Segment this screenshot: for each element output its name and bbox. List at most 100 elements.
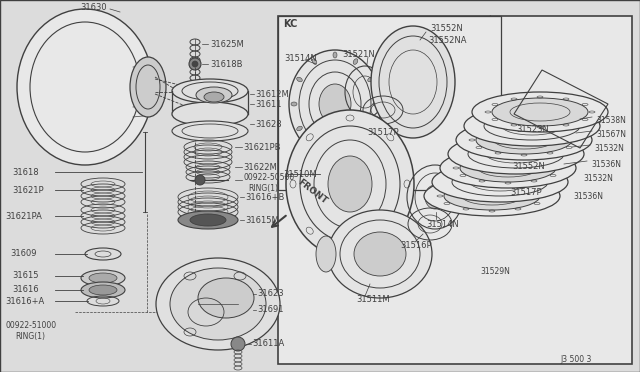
Ellipse shape: [170, 268, 266, 340]
Ellipse shape: [192, 61, 198, 67]
Text: 31517P: 31517P: [367, 128, 399, 137]
Ellipse shape: [353, 59, 358, 64]
Text: 31618: 31618: [12, 167, 38, 176]
Ellipse shape: [231, 337, 245, 351]
Text: 31622M: 31622M: [243, 163, 276, 171]
Ellipse shape: [368, 126, 373, 131]
Ellipse shape: [17, 9, 153, 165]
Ellipse shape: [448, 134, 584, 174]
Ellipse shape: [195, 175, 205, 185]
Ellipse shape: [297, 126, 302, 131]
Text: 31618B: 31618B: [210, 60, 243, 68]
Ellipse shape: [333, 52, 337, 58]
Text: 31611A: 31611A: [252, 340, 284, 349]
Ellipse shape: [178, 211, 238, 229]
Ellipse shape: [316, 236, 336, 272]
Text: 31510M: 31510M: [283, 170, 317, 179]
Ellipse shape: [476, 126, 572, 154]
Ellipse shape: [472, 92, 608, 132]
Ellipse shape: [328, 156, 372, 212]
Ellipse shape: [368, 77, 373, 82]
Ellipse shape: [198, 278, 254, 318]
Text: 31611: 31611: [255, 99, 282, 109]
Text: 31630: 31630: [80, 3, 107, 12]
Ellipse shape: [81, 282, 125, 298]
Text: FRONT: FRONT: [296, 177, 329, 206]
Ellipse shape: [425, 185, 445, 209]
Text: 31625M: 31625M: [210, 39, 244, 48]
Text: RING(1): RING(1): [248, 183, 278, 192]
Bar: [278, 16, 632, 364]
Text: 31532N: 31532N: [583, 173, 613, 183]
Text: 00922-50500: 00922-50500: [243, 173, 294, 182]
Ellipse shape: [371, 26, 455, 138]
Text: RING(1): RING(1): [15, 331, 45, 340]
Ellipse shape: [156, 258, 280, 350]
Ellipse shape: [89, 285, 117, 295]
Text: 31621PA: 31621PA: [5, 212, 42, 221]
Text: KC: KC: [283, 19, 298, 29]
Text: 31621P: 31621P: [12, 186, 44, 195]
Ellipse shape: [373, 102, 379, 106]
Ellipse shape: [424, 176, 560, 216]
Text: 31552N: 31552N: [430, 23, 463, 32]
Text: 31538N: 31538N: [596, 115, 626, 125]
Ellipse shape: [432, 162, 568, 202]
Text: 31529N: 31529N: [480, 267, 510, 276]
Text: 31691: 31691: [257, 305, 284, 314]
Ellipse shape: [81, 270, 125, 286]
Text: 31552N: 31552N: [512, 161, 545, 170]
Ellipse shape: [319, 84, 351, 124]
Ellipse shape: [328, 210, 432, 298]
Text: 31609: 31609: [10, 250, 36, 259]
Ellipse shape: [289, 50, 381, 158]
Text: 31612M: 31612M: [255, 90, 289, 99]
Text: 31521N: 31521N: [342, 49, 375, 58]
Text: 31516P: 31516P: [400, 241, 431, 250]
Ellipse shape: [440, 148, 576, 188]
Ellipse shape: [312, 59, 317, 64]
Ellipse shape: [204, 92, 224, 102]
Ellipse shape: [456, 120, 592, 160]
Ellipse shape: [172, 79, 248, 103]
Ellipse shape: [492, 98, 588, 126]
Text: 00922-51000: 00922-51000: [5, 321, 56, 330]
Text: J3 500 3: J3 500 3: [561, 356, 592, 365]
Ellipse shape: [286, 110, 414, 258]
Text: 31511M: 31511M: [356, 295, 390, 305]
Ellipse shape: [190, 214, 226, 226]
Ellipse shape: [353, 144, 358, 149]
Text: 31552NA: 31552NA: [428, 35, 467, 45]
Ellipse shape: [354, 232, 406, 276]
Ellipse shape: [291, 102, 297, 106]
Ellipse shape: [130, 57, 166, 117]
Ellipse shape: [297, 77, 302, 82]
Ellipse shape: [89, 273, 117, 283]
Text: 31616+A: 31616+A: [5, 296, 44, 305]
Ellipse shape: [172, 102, 248, 126]
Ellipse shape: [172, 121, 248, 141]
Text: 31615: 31615: [12, 272, 38, 280]
Ellipse shape: [312, 144, 317, 149]
Text: 31514N: 31514N: [284, 54, 317, 62]
Bar: [278, 16, 501, 190]
Ellipse shape: [333, 150, 337, 156]
Text: 31536N: 31536N: [573, 192, 603, 201]
Text: 31536N: 31536N: [591, 160, 621, 169]
Ellipse shape: [444, 182, 540, 210]
Text: 31517P: 31517P: [510, 187, 541, 196]
Ellipse shape: [196, 87, 232, 103]
Text: 31615M: 31615M: [245, 215, 279, 224]
Text: 31523N: 31523N: [516, 125, 549, 134]
Text: 31621PB: 31621PB: [243, 142, 280, 151]
Text: 31616: 31616: [12, 285, 38, 295]
Text: 31616+B: 31616+B: [245, 192, 284, 202]
Ellipse shape: [464, 106, 600, 146]
Text: 31628: 31628: [255, 119, 282, 128]
Ellipse shape: [460, 154, 556, 182]
Text: 31532N: 31532N: [594, 144, 624, 153]
Text: 31514N: 31514N: [426, 219, 459, 228]
Text: 31567N: 31567N: [596, 129, 626, 138]
Text: 31623: 31623: [257, 289, 284, 298]
Ellipse shape: [189, 58, 201, 70]
